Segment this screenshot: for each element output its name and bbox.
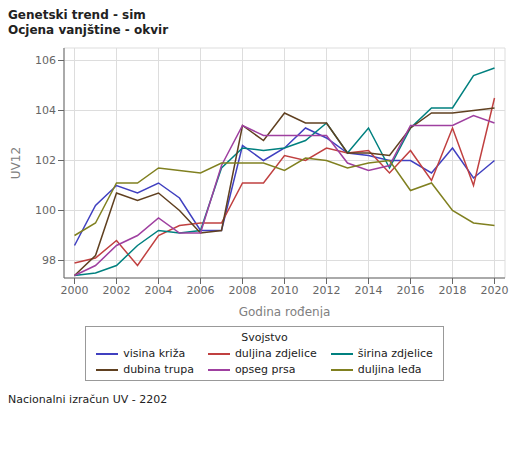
svg-text:2008: 2008: [229, 284, 257, 297]
html-text:Svojstvo: Svojstvo: [241, 331, 288, 344]
svg-text:Godina rođenja: Godina rođenja: [239, 305, 331, 318]
html-text:Ocjena vanjštine - okvir: Ocjena vanjštine - okvir: [8, 23, 169, 37]
html-text:duljina zdjelice: duljina zdjelice: [234, 347, 317, 360]
html-text:širina zdjelice: širina zdjelice: [357, 347, 433, 360]
svg-text:2012: 2012: [313, 284, 341, 297]
svg-text:2002: 2002: [103, 284, 131, 297]
svg-text:102: 102: [35, 154, 56, 167]
svg-text:100: 100: [35, 204, 56, 217]
svg-text:2016: 2016: [397, 284, 425, 297]
svg-text:2020: 2020: [481, 284, 509, 297]
html-text:Genetski trend - sim: Genetski trend - sim: [8, 8, 146, 22]
html-text:dubina trupa: dubina trupa: [123, 363, 194, 376]
html-text:duljina leđa: duljina leđa: [357, 363, 422, 376]
svg-text:2004: 2004: [145, 284, 173, 297]
svg-text:98: 98: [42, 254, 56, 267]
svg-text:2014: 2014: [355, 284, 383, 297]
svg-text:UV12: UV12: [9, 147, 23, 179]
html-text:opseg prsa: opseg prsa: [234, 363, 296, 376]
svg-text:2010: 2010: [271, 284, 299, 297]
svg-text:2018: 2018: [439, 284, 467, 297]
svg-text:2006: 2006: [187, 284, 215, 297]
svg-text:2000: 2000: [61, 284, 89, 297]
svg-text:104: 104: [35, 104, 56, 117]
html-text:visina križa: visina križa: [123, 347, 186, 360]
html-text:Nacionalni izračun UV - 2202: Nacionalni izračun UV - 2202: [8, 393, 168, 406]
svg-text:106: 106: [35, 54, 56, 67]
